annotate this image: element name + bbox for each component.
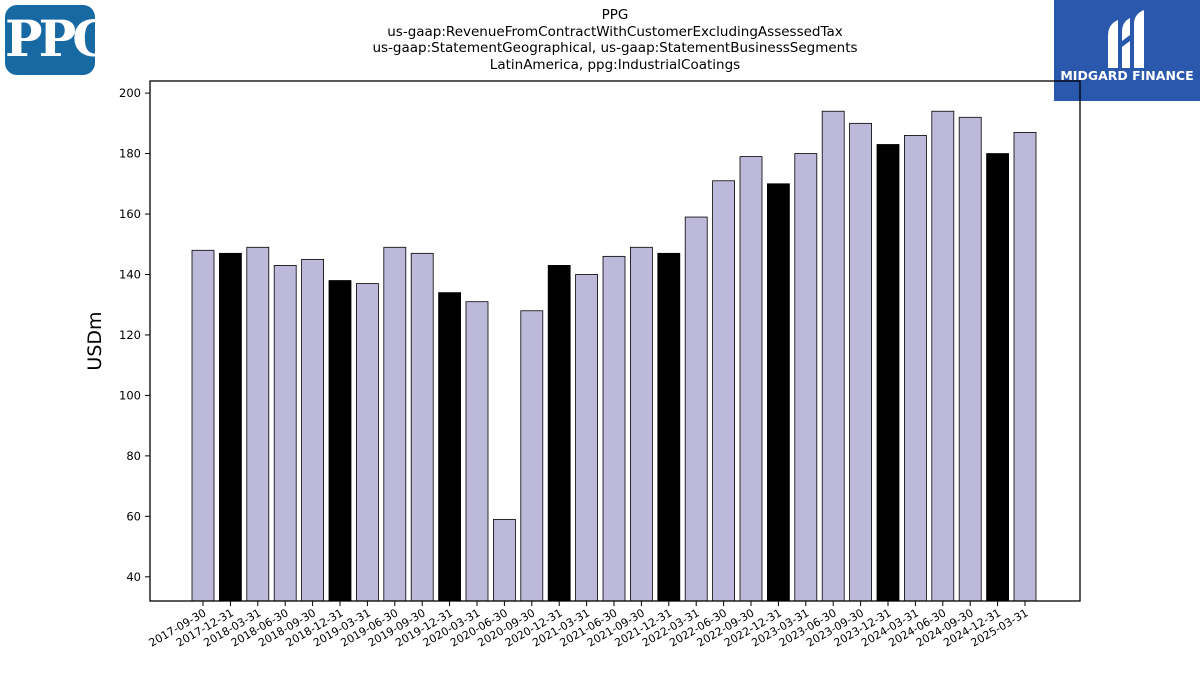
bar xyxy=(712,180,735,602)
y-tick-label: 40 xyxy=(126,570,141,584)
bar xyxy=(657,252,681,602)
title-line: LatinAmerica, ppg:IndustrialCoatings xyxy=(489,56,741,73)
y-tick-label: 60 xyxy=(126,509,141,523)
bar xyxy=(821,110,845,602)
bar xyxy=(520,310,544,602)
midgard-mark-icon xyxy=(1108,10,1144,68)
bar xyxy=(465,301,489,602)
title-line: us-gaap:RevenueFromContractWithCustomerE… xyxy=(387,23,843,40)
plot-frame xyxy=(149,80,1081,602)
bar xyxy=(931,110,955,602)
bar xyxy=(547,265,571,602)
chart-title: PPG us-gaap:RevenueFromContractWithCusto… xyxy=(250,7,980,73)
bar xyxy=(602,255,626,602)
bar xyxy=(767,183,790,602)
ppg-logo: PPG xyxy=(5,5,95,75)
y-axis-label: USDm xyxy=(84,311,106,370)
bar xyxy=(246,246,270,602)
bar xyxy=(684,216,708,602)
title-line: PPG xyxy=(601,7,629,23)
bar xyxy=(191,249,215,602)
bar xyxy=(218,252,242,602)
y-tick-label: 200 xyxy=(119,86,141,100)
bar xyxy=(301,258,325,602)
bar xyxy=(273,265,297,602)
y-tick-label: 80 xyxy=(126,449,141,463)
bar xyxy=(630,246,653,602)
bar xyxy=(328,280,352,602)
title-line: us-gaap:StatementGeographical, us-gaap:S… xyxy=(372,40,858,56)
bar xyxy=(492,518,516,602)
bar xyxy=(383,246,407,602)
midgard-finance-logo: MIDGARD FINANCE xyxy=(1054,0,1200,101)
bar xyxy=(410,252,434,602)
bar xyxy=(794,153,818,602)
y-tick-label: 140 xyxy=(119,267,141,281)
midgard-logo-text: MIDGARD FINANCE xyxy=(1060,68,1194,83)
bar xyxy=(575,274,598,602)
y-tick-label: 100 xyxy=(119,388,141,402)
bar xyxy=(739,156,763,602)
bar xyxy=(876,144,900,602)
bar xyxy=(849,122,872,602)
bar xyxy=(958,116,982,602)
y-tick-label: 160 xyxy=(119,207,141,221)
bar xyxy=(986,153,1009,602)
bar xyxy=(1013,131,1037,602)
y-tick-label: 180 xyxy=(119,147,141,161)
bar xyxy=(355,283,379,602)
y-tick-label: 120 xyxy=(119,328,141,342)
bar xyxy=(438,292,462,602)
ppg-logo-text: PPG xyxy=(5,9,95,68)
bar xyxy=(904,135,927,602)
